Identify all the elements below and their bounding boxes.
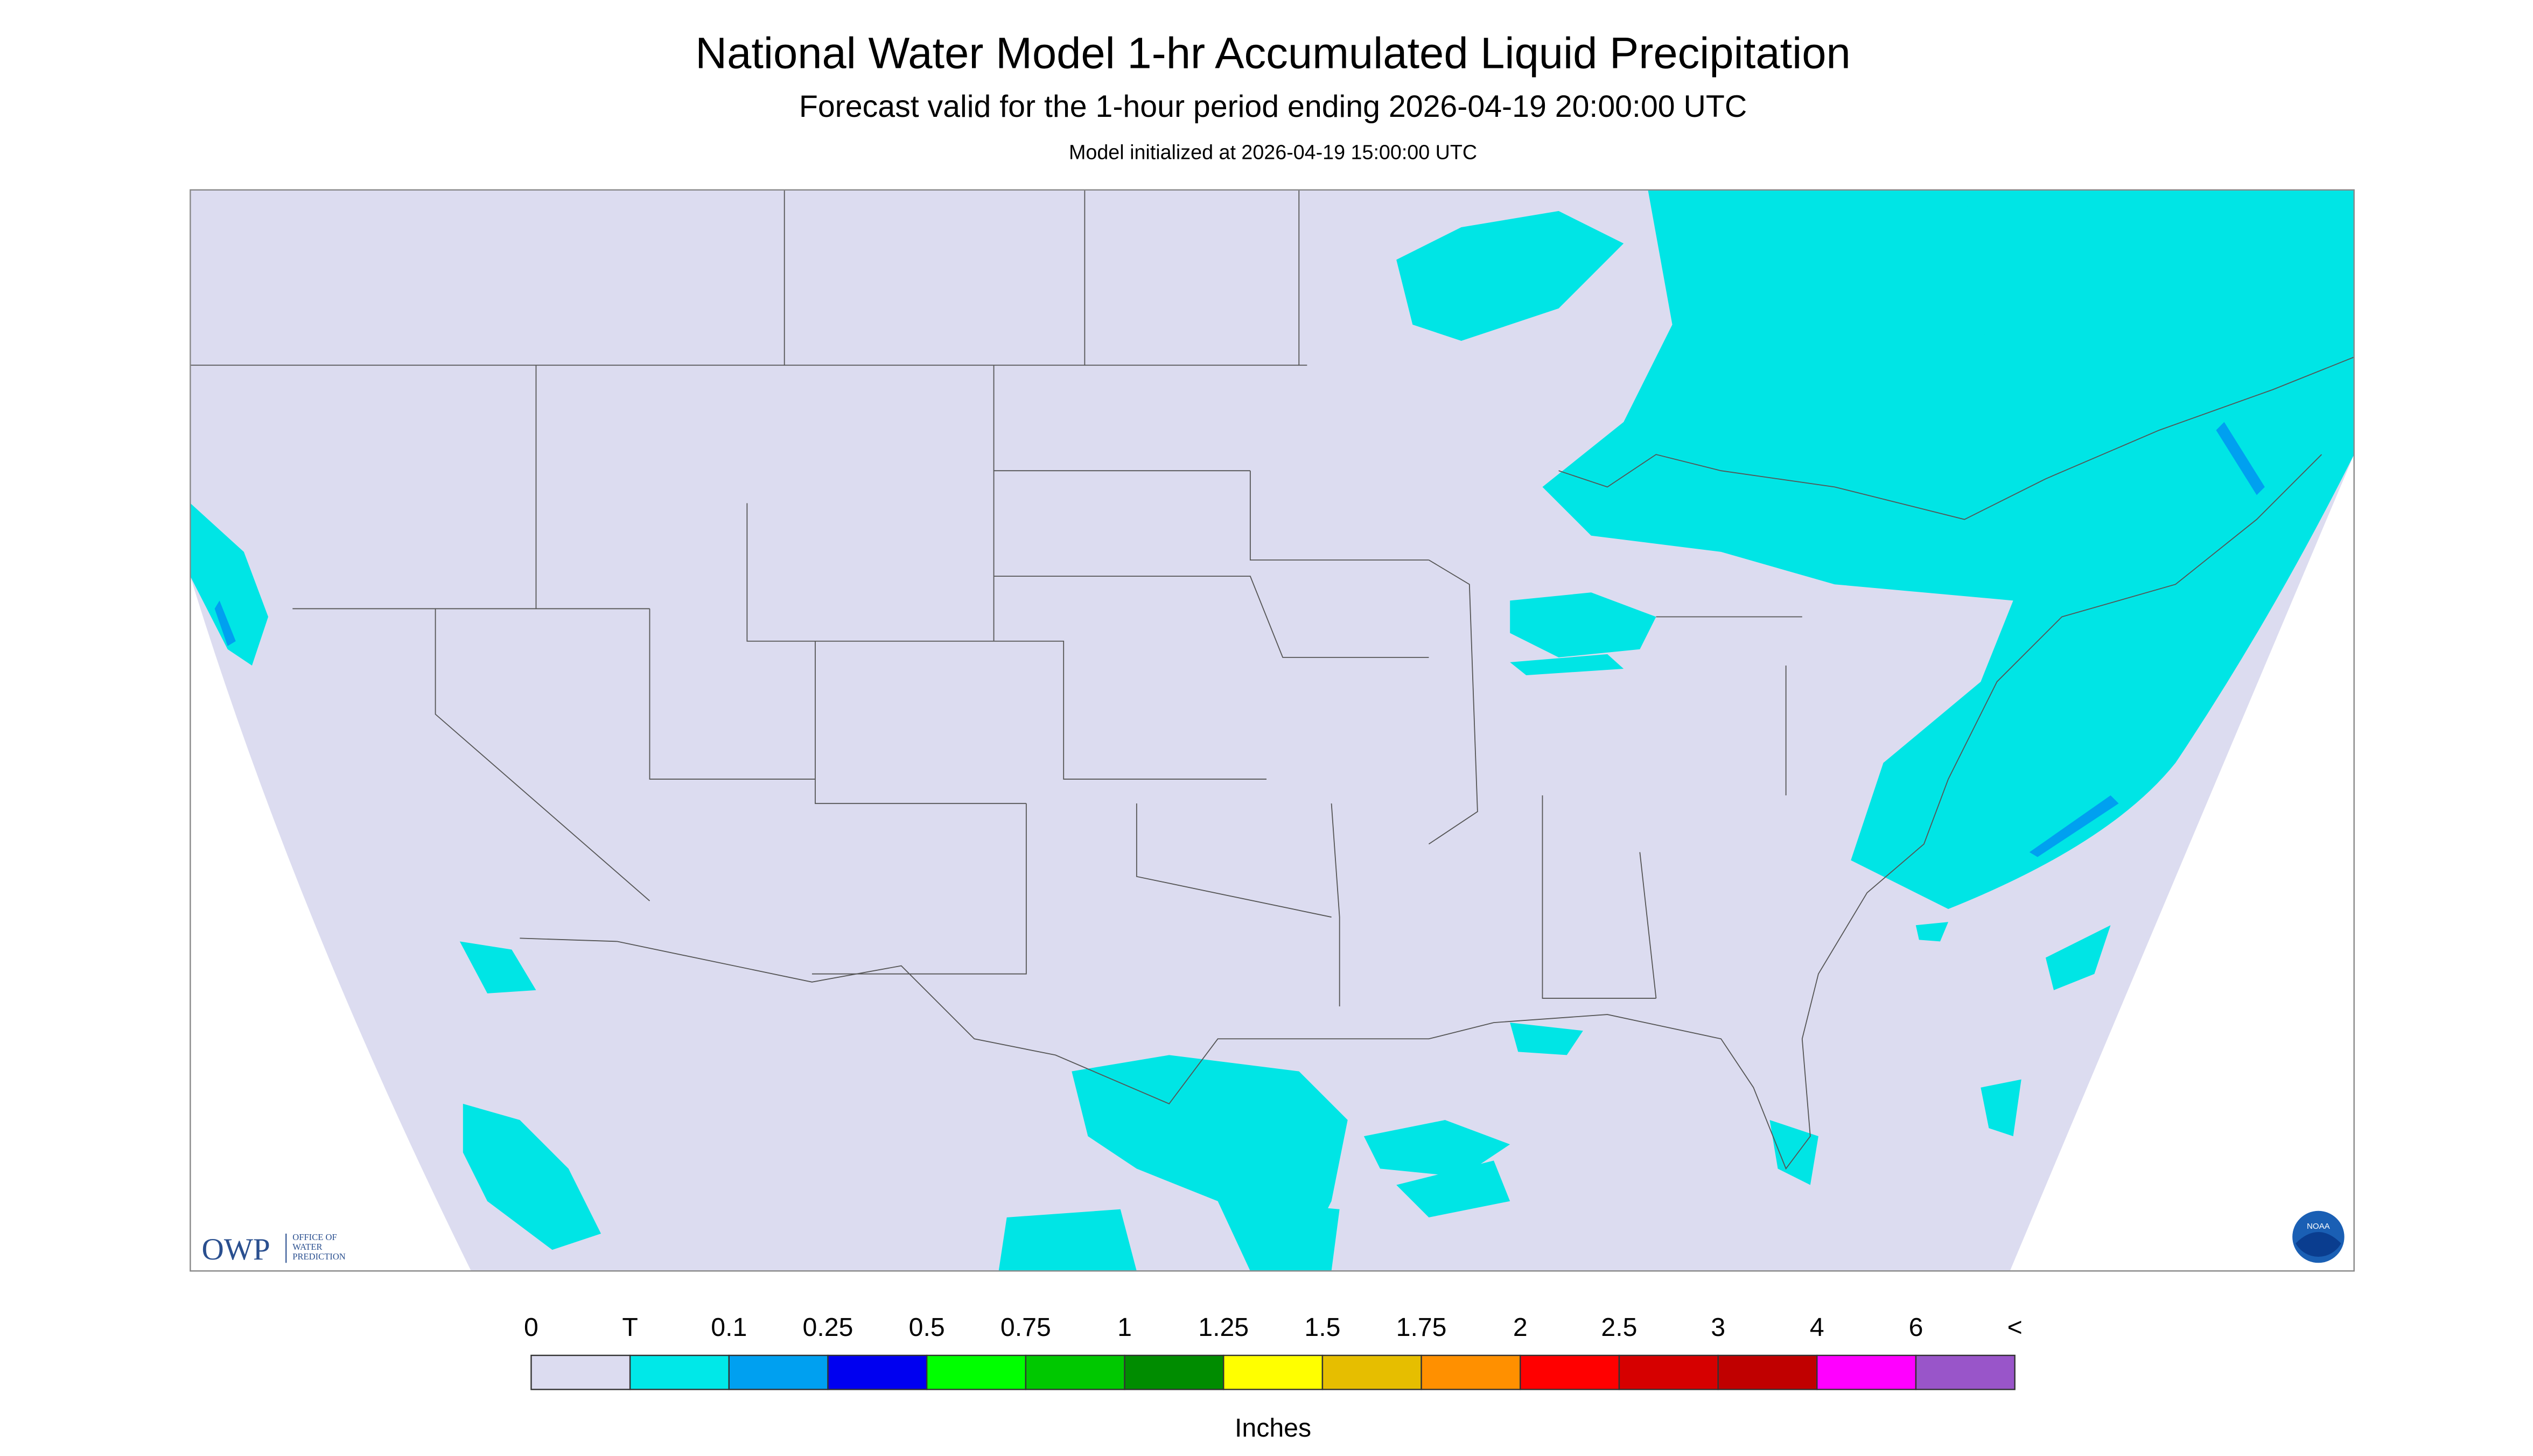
legend-label: 0: [524, 1313, 538, 1342]
precip-areas: [190, 190, 2354, 1271]
legend-label: 2: [1513, 1313, 1528, 1342]
legend-label: 1.5: [1304, 1313, 1340, 1342]
legend-label: 0.75: [1000, 1313, 1051, 1342]
legend-label: 2.5: [1601, 1313, 1637, 1342]
legend-label: 0.5: [909, 1313, 945, 1342]
owp-name: OFFICE OF: [292, 1232, 337, 1242]
noaa-text: NOAA: [2307, 1222, 2331, 1231]
legend-label: 0.25: [803, 1313, 853, 1342]
legend-label: <: [2007, 1313, 2023, 1342]
legend-swatch: [1915, 1354, 2016, 1390]
legend-swatch: [1223, 1354, 1324, 1390]
map-frame: [190, 189, 2355, 1272]
legend-swatch: [1421, 1354, 1521, 1390]
legend-swatch: [1124, 1354, 1224, 1390]
legend-label: 0.1: [711, 1313, 747, 1342]
owp-mark: OWP: [201, 1233, 270, 1266]
legend-swatch: [1321, 1354, 1422, 1390]
owp-logo: OWP OFFICE OF WATER PREDICTION: [201, 1232, 345, 1266]
legend-swatch: [1717, 1354, 1818, 1390]
legend-unit: Inches: [1235, 1413, 1311, 1443]
owp-name: WATER: [292, 1242, 323, 1252]
subtitle: Forecast valid for the 1-hour period end…: [799, 89, 1747, 124]
noaa-logo: NOAA: [2292, 1210, 2345, 1263]
legend-label: 4: [1810, 1313, 1824, 1342]
precip-heavier: [2029, 795, 2119, 857]
init-time: Model initialized at 2026-04-19 15:00:00…: [1069, 141, 1477, 163]
legend-swatch: [530, 1354, 631, 1390]
legend-swatch: [1025, 1354, 1125, 1390]
legend-swatch: [827, 1354, 928, 1390]
map: [190, 189, 2355, 1272]
legend: 0 T 0.1 0.25 0.5 0.75 1 1.25 1.5 1.75 2 2.5 3 4 6 <: [524, 1313, 2023, 1390]
legend-label: T: [622, 1313, 638, 1342]
legend-swatch: [728, 1354, 829, 1390]
legend-label: 6: [1909, 1313, 1923, 1342]
legend-label: 1.75: [1396, 1313, 1447, 1342]
title: National Water Model 1-hr Accumulated Li…: [695, 29, 1850, 78]
precip-heavier: [214, 600, 236, 646]
owp-name: PREDICTION: [292, 1251, 345, 1262]
legend-swatch: [1816, 1354, 1917, 1390]
legend-swatch: [926, 1354, 1027, 1390]
legend-label: 1: [1117, 1313, 1132, 1342]
boundaries: [190, 190, 2355, 1170]
precip-heavier: [2216, 422, 2265, 495]
noaa-wave: [2296, 1232, 2341, 1257]
legend-label: 1.25: [1198, 1313, 1249, 1342]
legend-swatch: [1520, 1354, 1620, 1390]
legend-label: 3: [1711, 1313, 1725, 1342]
legend-swatch: [629, 1354, 730, 1390]
legend-swatch: [1618, 1354, 1719, 1390]
